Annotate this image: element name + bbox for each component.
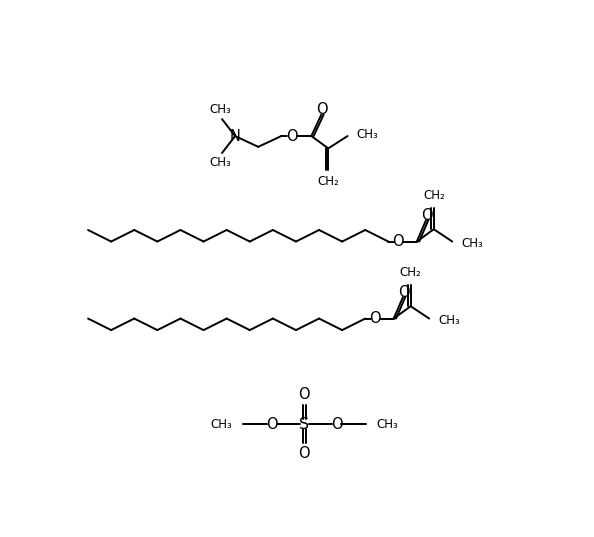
Text: CH₃: CH₃: [210, 103, 232, 116]
Text: S: S: [299, 417, 309, 432]
Text: CH₂: CH₂: [317, 175, 339, 188]
Text: O: O: [331, 417, 343, 432]
Text: CH₂: CH₂: [423, 189, 445, 202]
Text: CH₂: CH₂: [400, 266, 422, 279]
Text: O: O: [398, 285, 410, 300]
Text: CH₃: CH₃: [462, 237, 484, 250]
Text: CH₃: CH₃: [377, 418, 399, 431]
Text: CH₃: CH₃: [210, 418, 232, 431]
Text: O: O: [421, 208, 432, 223]
Text: O: O: [369, 311, 381, 326]
Text: O: O: [393, 234, 404, 249]
Text: O: O: [266, 417, 278, 432]
Text: O: O: [286, 128, 298, 143]
Text: CH₃: CH₃: [357, 128, 378, 141]
Text: N: N: [230, 128, 241, 143]
Text: CH₃: CH₃: [210, 156, 232, 169]
Text: O: O: [299, 387, 310, 402]
Text: O: O: [317, 103, 328, 118]
Text: CH₃: CH₃: [438, 314, 460, 326]
Text: O: O: [299, 446, 310, 461]
